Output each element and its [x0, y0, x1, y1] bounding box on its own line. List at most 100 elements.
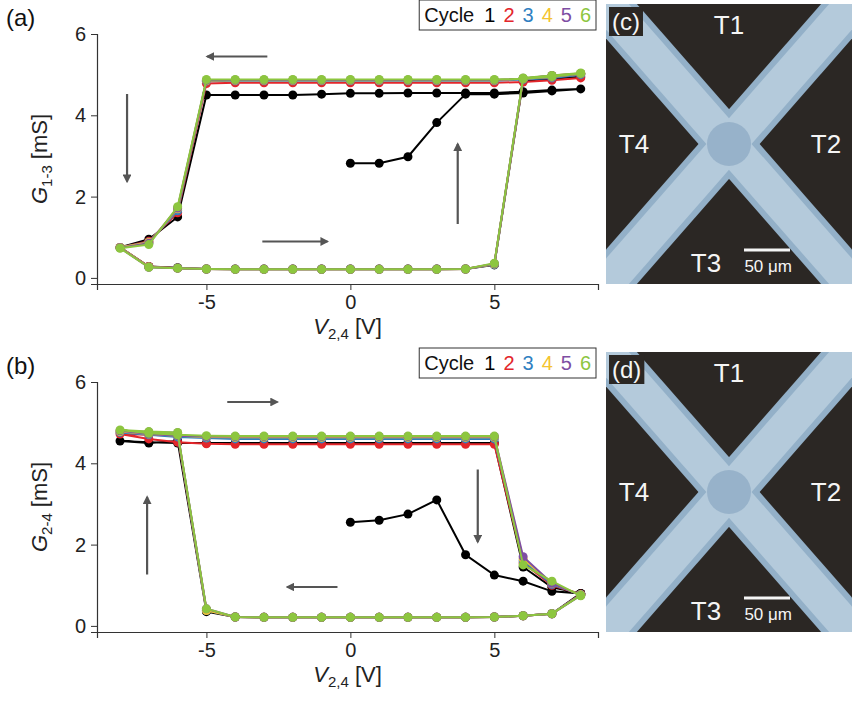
data-point: [346, 265, 355, 274]
data-point: [288, 432, 297, 441]
data-point: [231, 612, 240, 621]
data-point: [346, 265, 355, 274]
data-point: [346, 613, 355, 622]
data-point: [375, 613, 384, 622]
data-point: [432, 613, 441, 622]
data-point: [231, 612, 240, 621]
data-point: [144, 240, 153, 249]
data-point: [346, 613, 355, 622]
data-point: [547, 86, 556, 95]
data-point: [116, 243, 125, 252]
data-point: [288, 432, 297, 441]
data-point: [288, 613, 297, 622]
data-point: [375, 75, 384, 84]
data-point: [317, 265, 326, 274]
series: [116, 427, 586, 622]
data-point: [432, 495, 441, 504]
data-point: [288, 265, 297, 274]
data-point: [403, 432, 412, 441]
x-axis-title: V2,4 [V]: [313, 314, 382, 342]
data-point: [260, 613, 269, 622]
data-point: [144, 430, 153, 439]
scale-bar-label: 50 μm: [744, 257, 792, 276]
label-unit: [mS]: [27, 462, 52, 513]
data-point: [346, 518, 355, 527]
data-point: [231, 265, 240, 274]
data-point: [317, 265, 326, 274]
data-point: [260, 613, 269, 622]
data-point: [461, 613, 470, 622]
data-point: [432, 118, 441, 127]
series-line: [120, 74, 581, 270]
data-point: [490, 571, 499, 580]
data-point: [375, 159, 384, 168]
legend-entry: 3: [523, 352, 534, 374]
data-point: [202, 605, 211, 614]
series-line: [120, 441, 581, 617]
data-point: [144, 263, 153, 272]
data-point: [490, 612, 499, 621]
data-point: [260, 265, 269, 274]
data-point: [231, 432, 240, 441]
data-point: [231, 612, 240, 621]
data-point: [202, 431, 211, 440]
data-point: [260, 613, 269, 622]
data-point: [403, 88, 412, 97]
data-point: [317, 265, 326, 274]
tick-label: 4: [75, 104, 86, 126]
tick-label: 0: [345, 291, 356, 313]
channel-center: [707, 122, 751, 166]
tick: 0: [345, 632, 356, 661]
data-point: [288, 613, 297, 622]
tick-mark: [494, 632, 495, 638]
data-point: [116, 243, 125, 252]
sweep-arrow: [477, 470, 479, 543]
data-point: [260, 76, 269, 85]
data-point: [403, 76, 412, 85]
data-point: [346, 264, 355, 273]
data-point: [576, 69, 585, 78]
data-point: [519, 577, 528, 586]
legend-entry: 4: [542, 352, 553, 374]
data-point: [519, 611, 528, 620]
tick: 4: [75, 452, 97, 474]
legend-entry: 5: [561, 352, 572, 374]
data-point: [288, 265, 297, 274]
series-line: [120, 431, 581, 618]
panel-label: (d): [612, 356, 641, 383]
label-subscript: 2,4: [328, 673, 349, 690]
legend-box: [419, 0, 596, 30]
label-symbol: G: [27, 535, 52, 552]
series: [116, 69, 586, 274]
data-point: [375, 613, 384, 622]
tick: 2: [75, 534, 97, 556]
data-point: [288, 613, 297, 622]
data-point: [202, 76, 211, 85]
data-point: [346, 265, 355, 274]
data-point: [260, 264, 269, 273]
data-point: [202, 264, 211, 273]
channel-center: [707, 470, 751, 514]
data-point: [346, 75, 355, 84]
terminal-label: T1: [714, 10, 744, 40]
data-point: [317, 432, 326, 441]
sweep-arrow: [207, 55, 267, 57]
data-point: [375, 265, 384, 274]
data-point: [576, 591, 585, 600]
data-point: [231, 75, 240, 84]
data-point: [461, 613, 470, 622]
tick-mark: [91, 626, 97, 627]
data-point: [231, 265, 240, 274]
data-point: [490, 432, 499, 441]
label-unit: [V]: [349, 314, 382, 339]
legend-entry: 6: [580, 4, 591, 26]
micrograph: T1T2T3T450 μm(c): [594, 0, 857, 298]
legend-entry: 6: [580, 352, 591, 374]
sweep-arrows: [127, 57, 458, 242]
series: [116, 69, 586, 274]
data-point: [490, 612, 499, 621]
data-point: [432, 432, 441, 441]
data-point: [547, 86, 556, 95]
data-point: [375, 265, 384, 274]
axis-line: [91, 35, 98, 285]
